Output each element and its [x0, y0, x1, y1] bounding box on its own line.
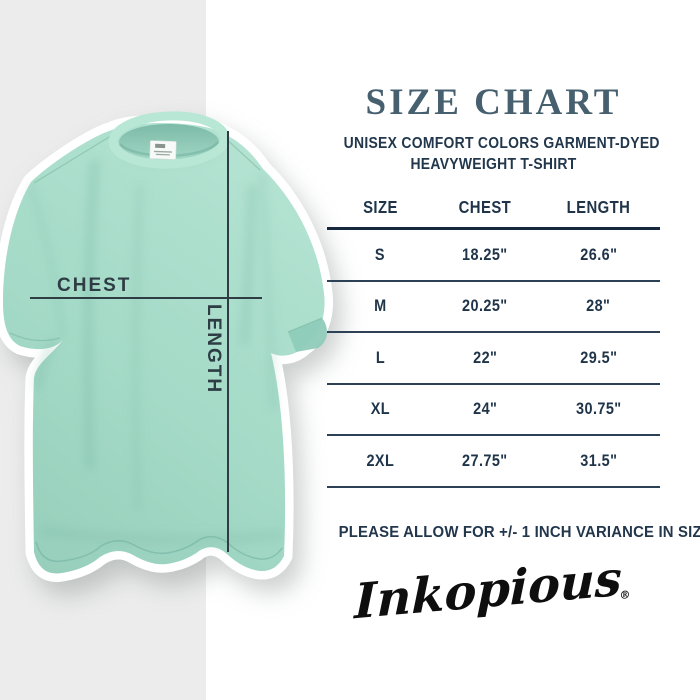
- hem-stitching: [35, 535, 283, 563]
- right-shoulder-seam: [223, 136, 261, 171]
- size-table-row: M 20.25" 28": [327, 282, 660, 333]
- right-cuff-seam: [287, 317, 323, 333]
- size-table: SIZE CHEST LENGTH S 18.25" 26.6" M 20.25…: [327, 188, 660, 488]
- cell-size: L: [375, 347, 385, 367]
- cell-chest: 27.75": [462, 450, 508, 470]
- cell-chest: 20.25": [462, 296, 508, 316]
- cell-size: S: [375, 244, 386, 264]
- tshirt-photo: [0, 111, 334, 583]
- size-table-row: 2XL 27.75" 31.5": [327, 436, 660, 488]
- brand-logo: Inkopious®: [327, 547, 660, 632]
- cell-length: 28": [586, 296, 611, 316]
- size-chart-panel: SIZE CHART UNISEX COMFORT COLORS GARMENT…: [327, 0, 700, 630]
- shirt-body: [3, 123, 325, 574]
- column-header-length: LENGTH: [566, 197, 631, 217]
- cell-chest: 24": [473, 399, 498, 419]
- cell-length: 29.5": [579, 347, 617, 367]
- size-table-row: S 18.25" 26.6": [327, 230, 660, 282]
- cell-size: XL: [370, 399, 390, 419]
- length-measure-line: [227, 131, 229, 552]
- registered-trademark-icon: ®: [619, 587, 631, 602]
- chest-measure-line: [30, 297, 262, 299]
- size-table-row: L 22" 29.5": [327, 333, 660, 385]
- variance-note: PLEASE ALLOW FOR +/- 1 INCH VARIANCE IN …: [338, 523, 700, 541]
- cell-length: 30.75": [575, 399, 622, 419]
- left-cuff-seam: [9, 332, 61, 342]
- column-header-size: SIZE: [362, 197, 398, 217]
- cell-chest: 18.25": [462, 244, 508, 264]
- brand-name: Inkopious: [353, 550, 623, 630]
- chest-measure-label: CHEST: [57, 275, 132, 296]
- size-table-rows: S 18.25" 26.6" M 20.25" 28" L 22" 29.5" …: [327, 230, 660, 488]
- subtitle-line-2: HEAVYWEIGHT T-SHIRT: [410, 156, 577, 173]
- page-title: SIZE CHART: [365, 82, 622, 123]
- cell-size: M: [374, 296, 387, 316]
- cell-size: 2XL: [366, 450, 395, 470]
- right-cuff-fold: [288, 318, 327, 352]
- collar-tag: [149, 140, 177, 160]
- left-shoulder-seam: [33, 133, 115, 184]
- cell-chest: 22": [473, 347, 498, 367]
- length-measure-label: LENGTH: [203, 304, 224, 395]
- subtitle-line-1: UNISEX COMFORT COLORS GARMENT-DYED: [343, 135, 660, 152]
- size-table-header: SIZE CHEST LENGTH: [327, 188, 660, 230]
- size-table-row: XL 24" 30.75": [327, 385, 660, 436]
- subtitle: UNISEX COMFORT COLORS GARMENT-DYED HEAVY…: [327, 133, 660, 175]
- cell-length: 26.6": [579, 244, 617, 264]
- cell-length: 31.5": [579, 450, 617, 470]
- column-header-chest: CHEST: [458, 197, 512, 217]
